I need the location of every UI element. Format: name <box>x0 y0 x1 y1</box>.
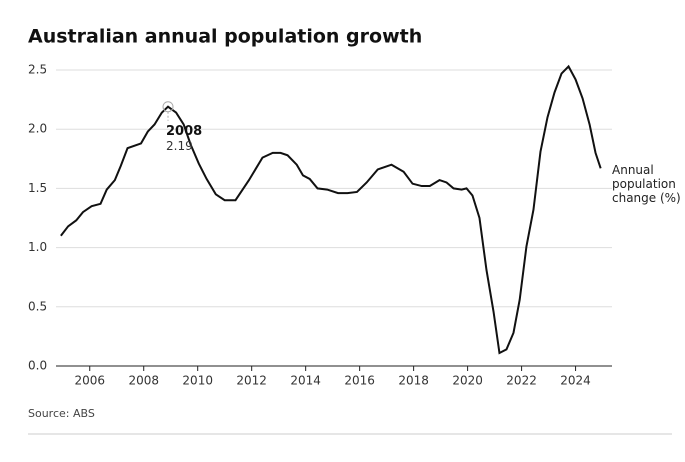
annotation-value: 2.19 <box>166 139 193 153</box>
x-tick-label: 2014 <box>290 374 321 388</box>
y-tick-label: 0.0 <box>28 359 47 373</box>
x-tick-label: 2020 <box>452 374 483 388</box>
x-tick-label: 2024 <box>560 374 591 388</box>
chart-title: Australian annual population growth <box>28 26 422 48</box>
x-tick-label: 2022 <box>506 374 537 388</box>
series-label: Annual population change (%) <box>612 163 681 205</box>
x-tick-label: 2016 <box>344 374 375 388</box>
y-tick-label: 1.0 <box>28 240 47 254</box>
annotation-label: 2008 <box>166 124 202 139</box>
y-tick-label: 2.5 <box>28 63 47 77</box>
series-line <box>60 64 602 355</box>
x-tick-label: 2006 <box>74 374 105 388</box>
y-tick-label: 1.5 <box>28 181 47 195</box>
x-tick-label: 2018 <box>398 374 429 388</box>
y-tick-label: 0.5 <box>28 299 47 313</box>
x-tick-label: 2012 <box>236 374 267 388</box>
x-tick-label: 2008 <box>128 374 159 388</box>
y-tick-label: 2.0 <box>28 122 47 136</box>
source: Source: ABS <box>28 407 95 420</box>
x-tick-label: 2010 <box>182 374 213 388</box>
